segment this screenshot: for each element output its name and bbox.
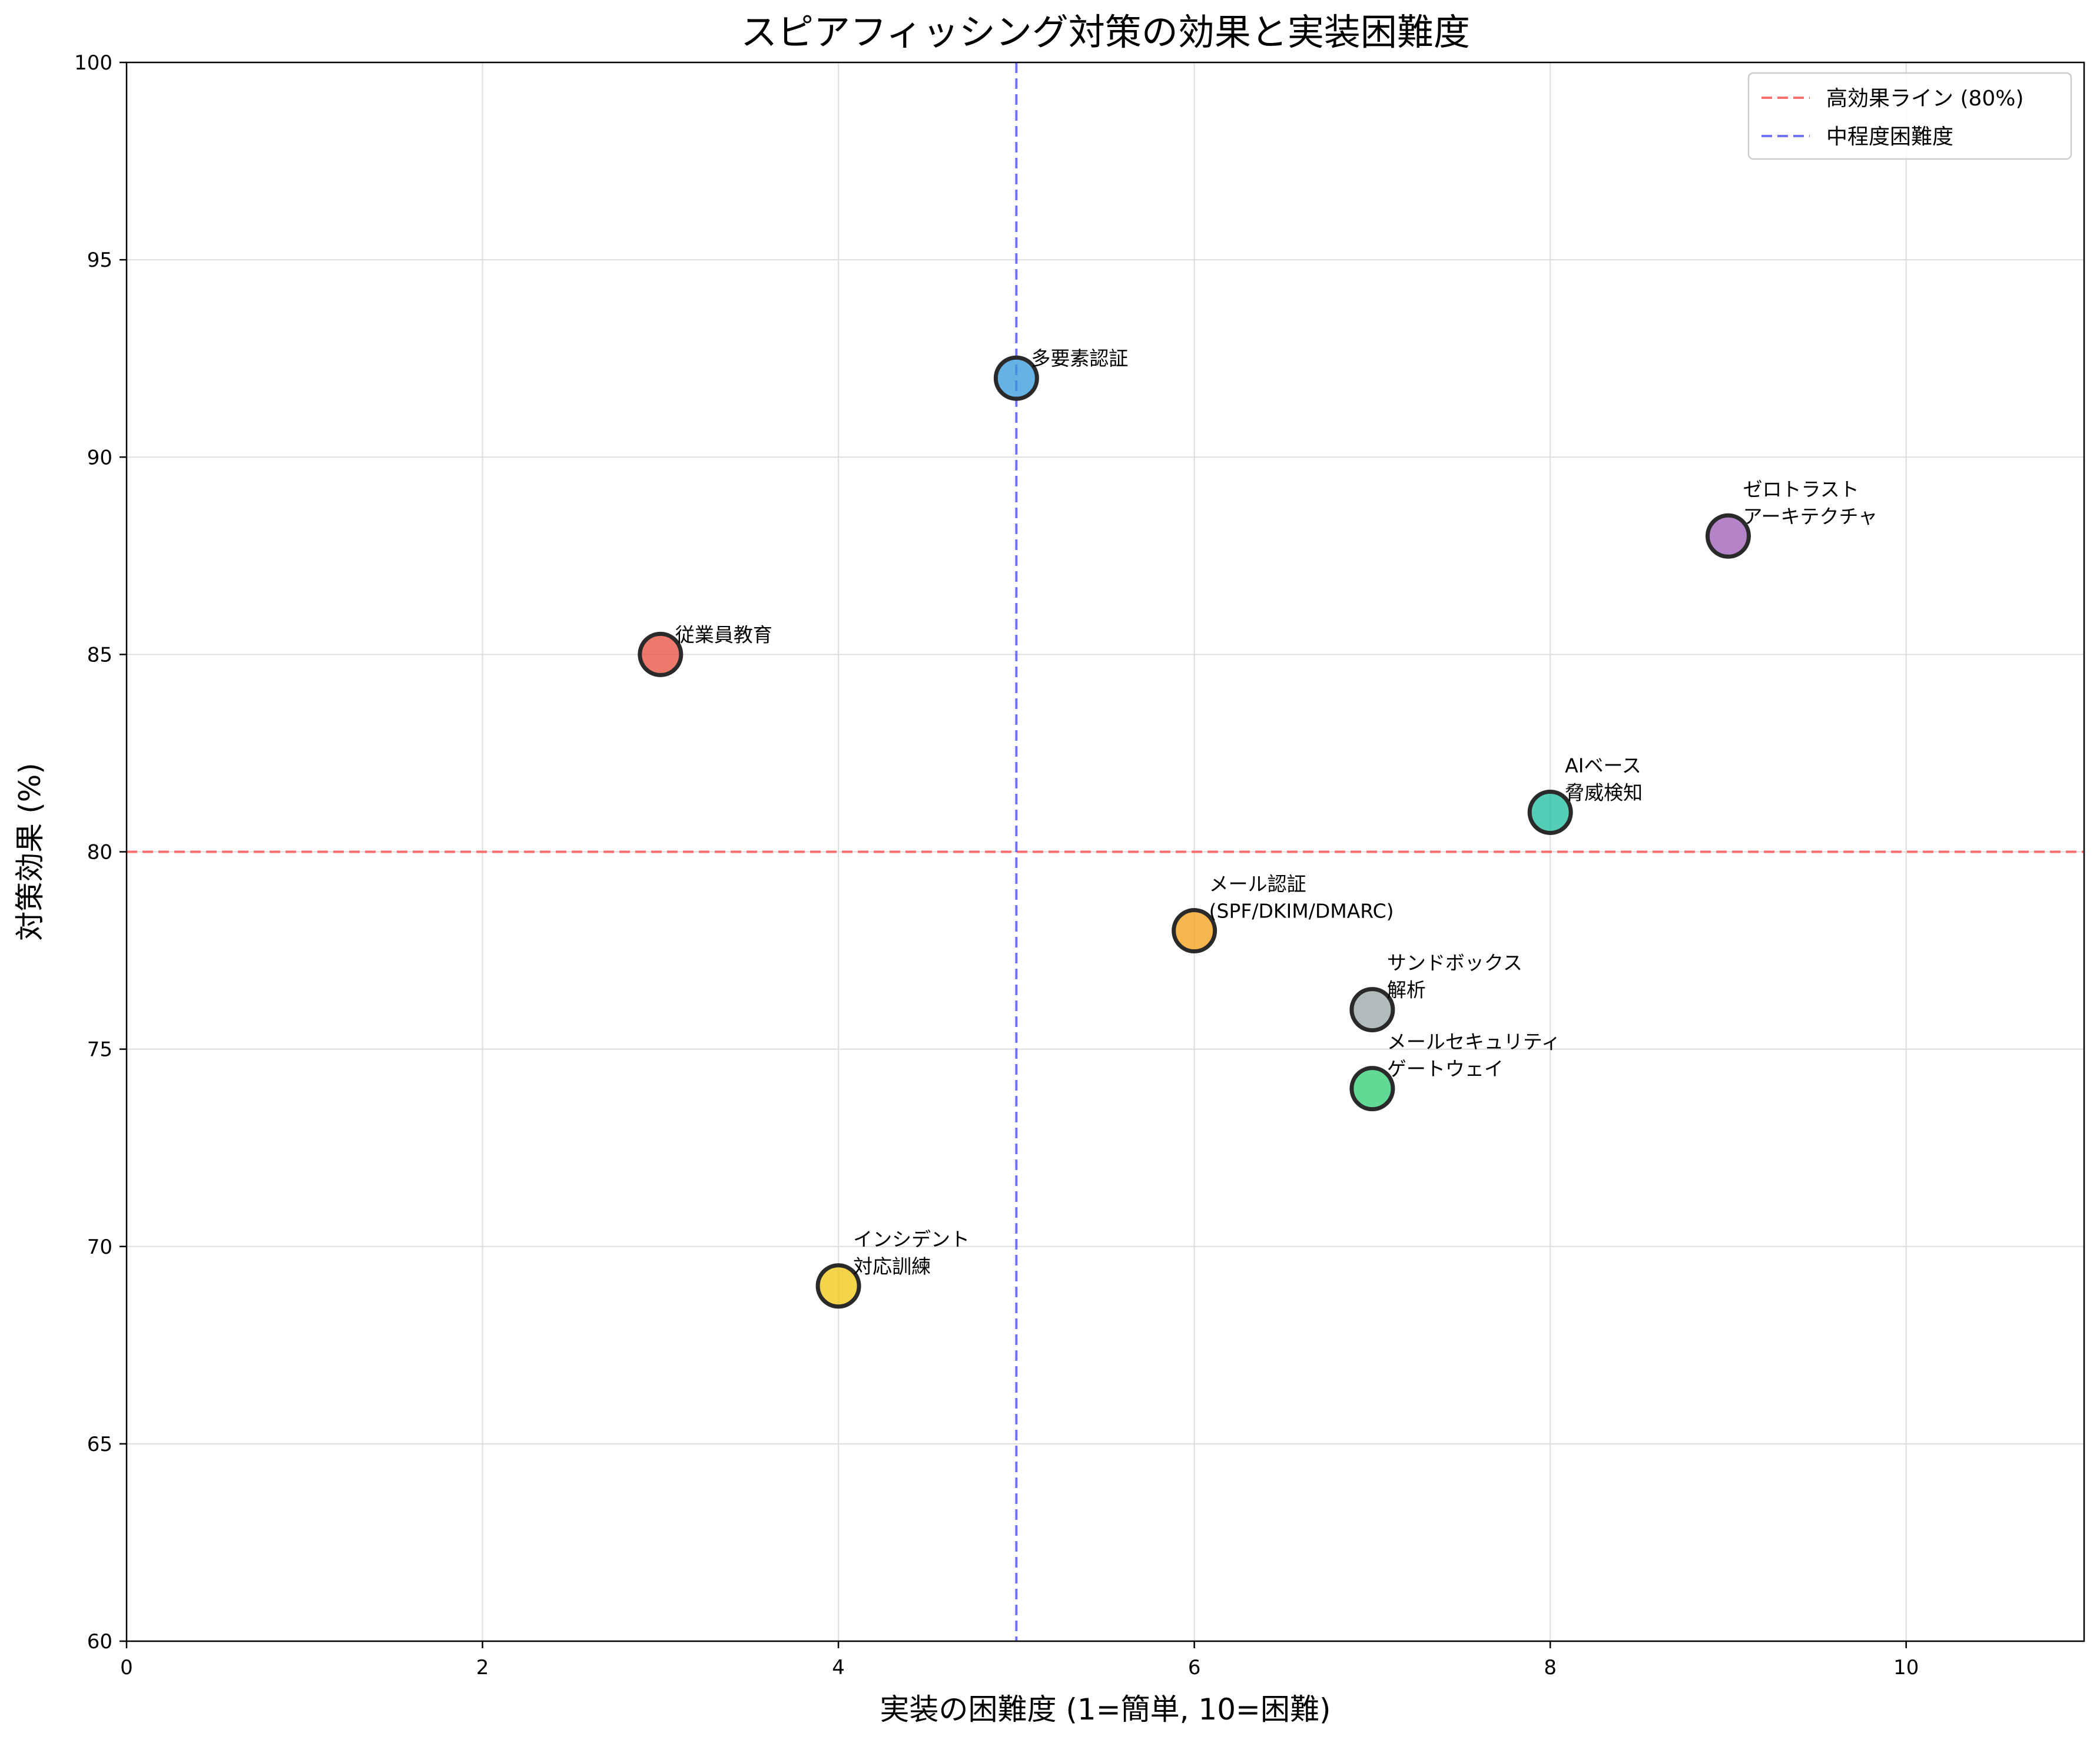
point-label: インシデント [853,1228,970,1251]
data-point [1705,513,1751,559]
data-point [1349,1066,1395,1112]
point-label: (SPF/DKIM/DMARC) [1209,900,1394,923]
data-point [993,355,1039,401]
y-axis-title: 対策効果 (%) [13,763,47,940]
y-tick-label: 100 [74,51,112,75]
point-label: 多要素認証 [1031,347,1128,370]
data-point [638,631,684,677]
point-label: AIベース [1565,754,1641,777]
point-label: 解析 [1387,979,1426,1002]
point-label: メールセキュリティ [1387,1031,1561,1053]
chart-title: スピアフィッシング対策の効果と実装困難度 [741,11,1470,54]
x-tick-label: 10 [1893,1656,1919,1679]
legend-box [1747,72,2072,160]
y-tick-label: 65 [87,1433,112,1456]
data-point [1527,789,1573,835]
data-point [1349,987,1395,1033]
point-label: ゲートウェイ [1387,1058,1504,1081]
legend-label: 中程度困難度 [1826,125,1953,149]
point-label: 脅威検知 [1565,781,1643,804]
x-tick-label: 0 [120,1656,133,1679]
point-label: ゼロトラスト [1743,478,1859,501]
point-label: 対応訓練 [853,1255,931,1278]
x-axis-title: 実装の困難度 (1=簡単, 10=困難) [880,1692,1331,1727]
y-tick-label: 60 [87,1630,112,1654]
y-tick-label: 95 [87,249,112,272]
point-label: メール認証 [1209,873,1306,896]
point-label: アーキテクチャ [1743,505,1877,528]
x-tick-label: 8 [1544,1656,1557,1679]
x-tick-label: 4 [832,1656,845,1679]
y-tick-label: 90 [87,446,112,469]
reference-lines [127,62,2084,1641]
y-tick-label: 70 [87,1235,112,1259]
data-point [815,1263,861,1309]
x-axis: 0 2 4 6 8 10 [120,1641,1919,1679]
legend-label: 高効果ライン (80%) [1826,87,2024,111]
x-tick-label: 6 [1188,1656,1201,1679]
y-tick-label: 85 [87,643,112,667]
data-point [1172,908,1217,954]
legend: 高効果ライン (80%) 中程度困難度 [1747,72,2072,160]
y-tick-label: 75 [87,1038,112,1062]
point-label: サンドボックス [1387,952,1522,975]
y-tick-label: 80 [87,841,112,864]
y-axis: 60 65 70 75 80 85 90 95 100 [74,51,127,1654]
point-label: 従業員教育 [675,623,772,646]
x-tick-label: 2 [476,1656,489,1679]
